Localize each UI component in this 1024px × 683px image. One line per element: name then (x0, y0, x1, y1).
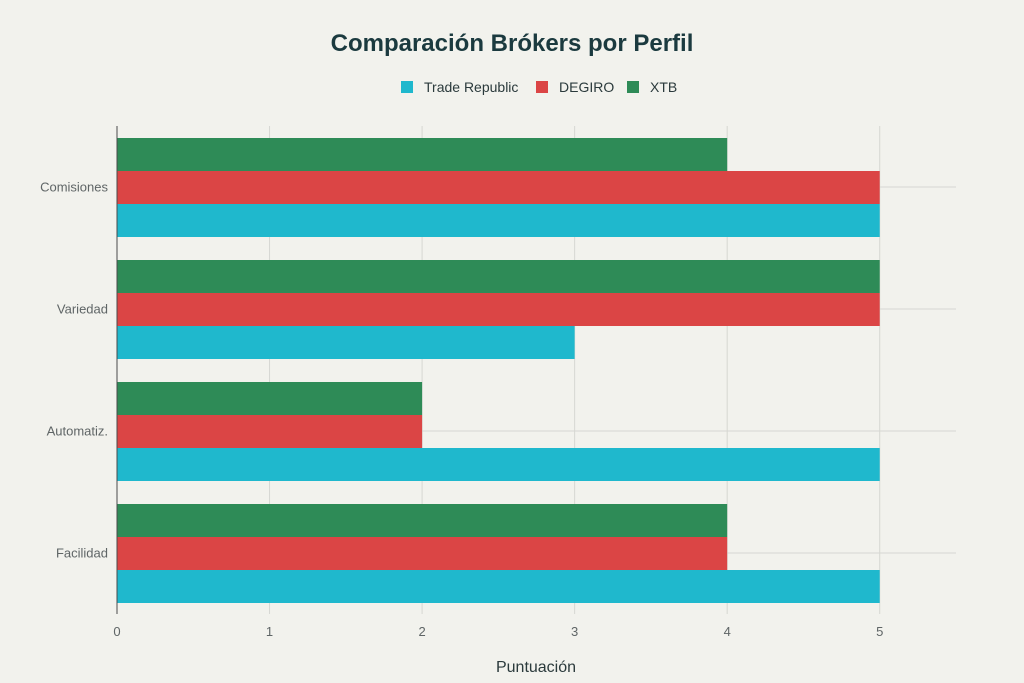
bars (117, 138, 880, 603)
legend-swatch-0 (401, 81, 413, 93)
legend-swatch-2 (627, 81, 639, 93)
bar-1-2 (117, 260, 880, 293)
x-axis-ticks: 0 1 2 3 4 5 (113, 624, 883, 639)
x-tick-label-3: 3 (571, 624, 578, 639)
bar-0-0 (117, 204, 880, 237)
legend-label-1: DEGIRO (559, 79, 614, 95)
legend-label-2: XTB (650, 79, 677, 95)
y-category-label-0: Comisiones (40, 180, 108, 195)
y-axis-categories: Comisiones Variedad Automatiz. Facilidad (40, 180, 108, 561)
bar-2-1 (117, 415, 423, 448)
x-tick-label-5: 5 (876, 624, 883, 639)
legend-label-0: Trade Republic (424, 79, 518, 95)
x-tick-label-1: 1 (266, 624, 273, 639)
chart-title: Comparación Brókers por Perfil (331, 30, 694, 57)
bar-3-0 (117, 570, 880, 603)
x-axis-title: Puntuación (496, 659, 576, 676)
x-tick-label-0: 0 (113, 624, 120, 639)
y-category-label-3: Facilidad (56, 546, 108, 561)
bar-2-2 (117, 382, 423, 415)
bar-3-2 (117, 504, 728, 537)
legend-swatch-1 (536, 81, 548, 93)
bar-3-1 (117, 537, 728, 570)
x-tick-label-2: 2 (418, 624, 425, 639)
legend: Trade Republic DEGIRO XTB (401, 79, 677, 95)
bar-0-1 (117, 171, 880, 204)
y-category-label-1: Variedad (57, 302, 108, 317)
bar-1-1 (117, 293, 880, 326)
x-tick-label-4: 4 (724, 624, 731, 639)
y-category-label-2: Automatiz. (47, 424, 108, 439)
bar-0-2 (117, 138, 728, 171)
bar-1-0 (117, 326, 575, 359)
bar-2-0 (117, 448, 880, 481)
